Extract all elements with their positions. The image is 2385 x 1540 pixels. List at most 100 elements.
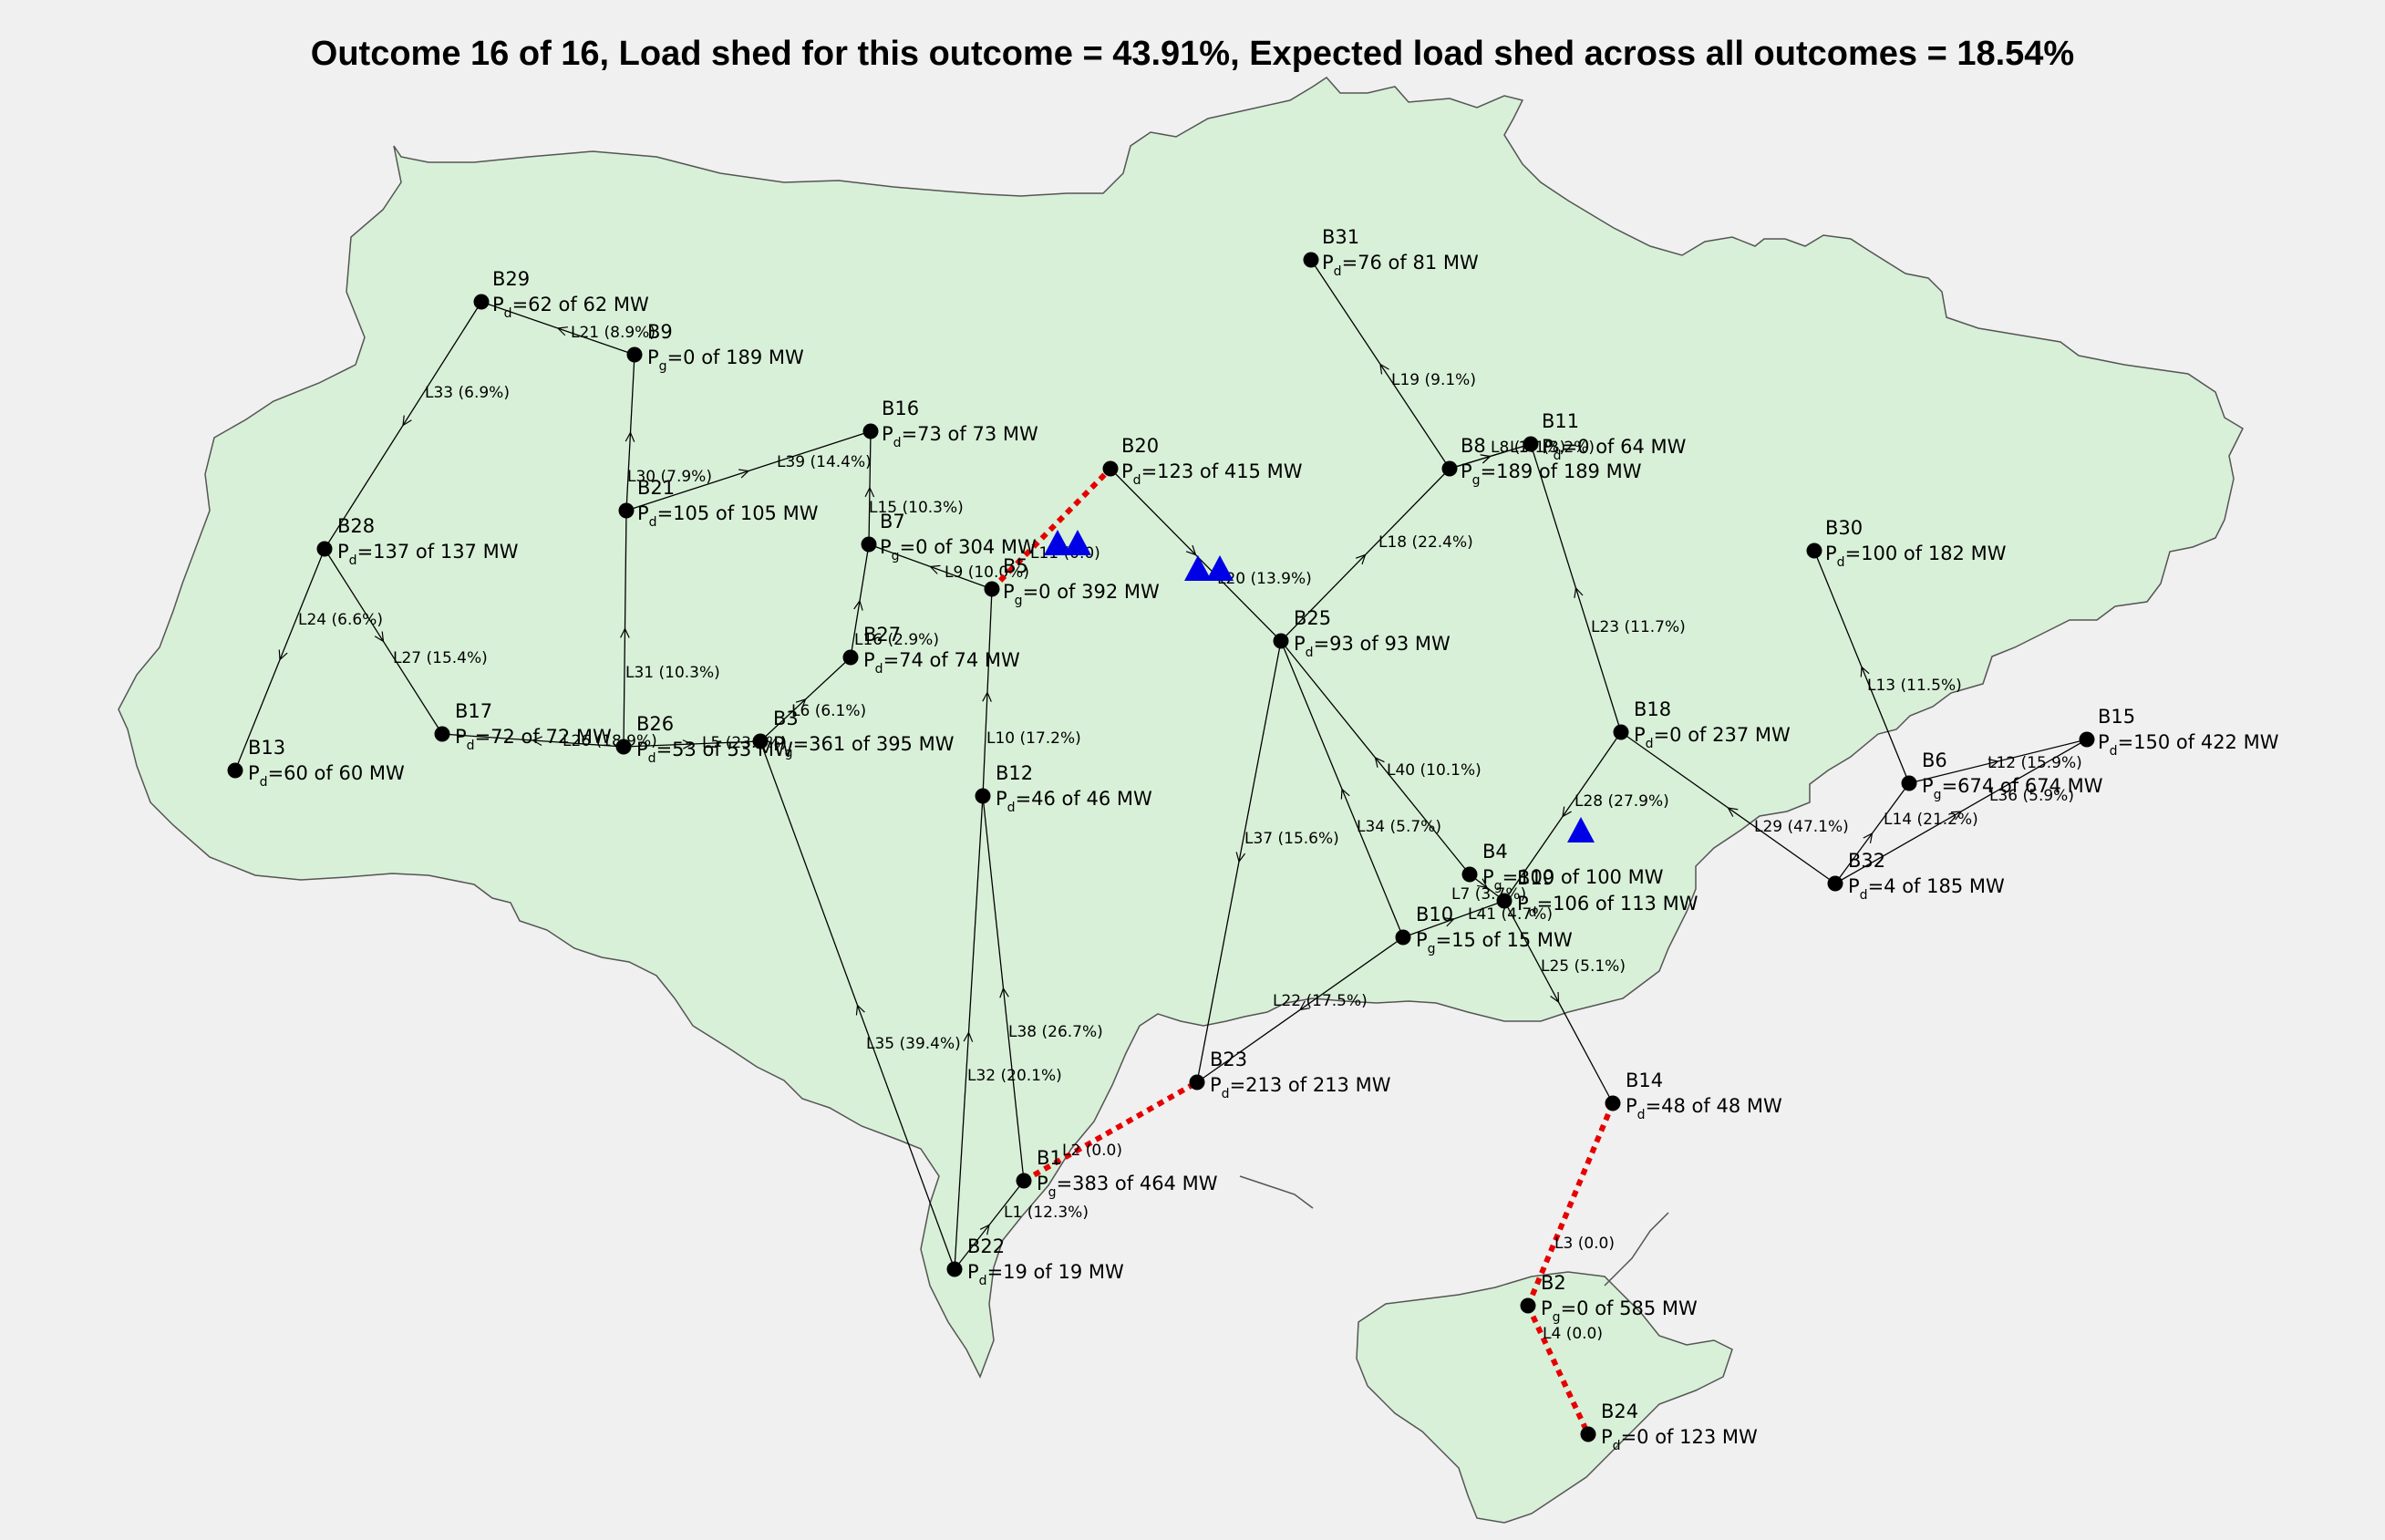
line-label-l12: L12 (15.9%) — [1988, 754, 2082, 772]
flow-arrow-l36 — [1950, 811, 1963, 821]
bus-b24 — [1580, 1426, 1596, 1442]
bus-b23 — [1189, 1074, 1205, 1090]
flow-arrow-l1 — [979, 1224, 990, 1235]
bus-b29 — [473, 294, 490, 310]
bus-b31 — [1303, 252, 1319, 268]
line-label-l18: L18 (22.4%) — [1378, 533, 1473, 552]
bus-b27 — [842, 649, 859, 666]
line-label-l28: L28 (27.9%) — [1575, 792, 1669, 811]
flow-arrow-l26 — [532, 736, 542, 746]
line-label-l2: L2 (0.0) — [1062, 1142, 1122, 1160]
flow-arrow-l39 — [738, 469, 750, 479]
bus-power-b16: Pd=73 of 73 MW — [882, 423, 1038, 450]
flow-arrow-l13 — [1860, 666, 1870, 677]
flow-arrow-l6 — [795, 698, 807, 709]
bus-label-b15: B15 — [2098, 706, 2135, 728]
bus-power-b28: Pd=137 of 137 MW — [337, 541, 519, 568]
line-label-l39: L39 (14.4%) — [777, 453, 872, 471]
bus-label-b21: B21 — [637, 477, 675, 499]
bus-label-b17: B17 — [455, 700, 492, 722]
bus-power-b18: Pd=0 of 237 MW — [1634, 724, 1791, 751]
attack-marker-l20-a — [1184, 555, 1212, 581]
bus-b13 — [227, 762, 243, 779]
bus-label-b28: B28 — [337, 515, 375, 537]
line-label-l29: L29 (47.1%) — [1754, 818, 1849, 836]
azov-coast-detail — [1239, 1175, 1669, 1287]
bus-label-b3: B3 — [773, 708, 799, 729]
flow-arrow-l5 — [682, 739, 694, 749]
bus-label-b16: B16 — [882, 398, 919, 419]
bus-power-b17: Pd=72 of 72 MW — [455, 726, 612, 753]
line-label-l1: L1 (12.3%) — [1004, 1204, 1089, 1222]
bus-b32 — [1827, 875, 1843, 892]
bus-label-b31: B31 — [1322, 226, 1359, 248]
bus-power-b1: Pg=383 of 464 MW — [1037, 1173, 1218, 1200]
attack-marker-l20-b — [1206, 555, 1234, 581]
bus-label-b13: B13 — [248, 737, 285, 759]
bus-b8 — [1441, 460, 1458, 477]
bus-label-b5: B5 — [1003, 555, 1028, 577]
flow-arrow-l10 — [982, 691, 992, 702]
bus-b3 — [752, 733, 769, 749]
bus-power-b8: Pg=189 of 189 MW — [1461, 460, 1642, 488]
flow-arrow-l14 — [1863, 832, 1874, 843]
line-label-l21: L21 (8.9%) — [571, 324, 656, 342]
flow-arrow-l19 — [1379, 363, 1389, 375]
bus-label-b30: B30 — [1825, 517, 1863, 539]
bus-label-b18: B18 — [1634, 698, 1671, 720]
bus-label-b29: B29 — [492, 268, 530, 290]
bus-b2 — [1520, 1297, 1536, 1314]
bus-label-b4: B4 — [1482, 841, 1508, 863]
bus-label-b23: B23 — [1210, 1049, 1247, 1070]
line-l3 — [1525, 1101, 1616, 1307]
attack-marker-l28 — [1567, 817, 1595, 842]
bus-b5 — [984, 581, 1000, 597]
line-label-l25: L25 (5.1%) — [1541, 957, 1626, 976]
attack-marker-l11-b — [1064, 530, 1091, 555]
bus-b17 — [434, 726, 450, 742]
bus-b7 — [861, 536, 877, 553]
bus-power-b13: Pd=60 of 60 MW — [248, 762, 405, 790]
flow-arrow-l35 — [855, 1004, 865, 1016]
line-label-l37: L37 (15.6%) — [1244, 830, 1339, 848]
bus-label-b12: B12 — [996, 762, 1033, 784]
line-label-l22: L22 (17.5%) — [1273, 992, 1368, 1010]
line-label-l19: L19 (9.1%) — [1391, 371, 1476, 389]
bus-b11 — [1523, 436, 1539, 452]
bus-b15 — [2079, 731, 2095, 748]
flow-arrow-l30 — [625, 431, 635, 442]
flow-arrow-l21 — [556, 326, 568, 336]
bus-label-b22: B22 — [967, 1235, 1005, 1257]
flow-arrow-l24 — [278, 649, 288, 661]
bus-b1 — [1016, 1173, 1032, 1189]
bus-power-b19: Pd=106 of 113 MW — [1517, 893, 1698, 920]
attack-marker-l11-a — [1044, 530, 1071, 555]
line-label-l34: L34 (5.7%) — [1357, 818, 1441, 836]
bus-power-b25: Pd=93 of 93 MW — [1294, 633, 1451, 660]
bus-b30 — [1806, 543, 1822, 559]
line-label-l13: L13 (11.5%) — [1867, 677, 1962, 695]
flow-arrow-l40 — [1374, 756, 1385, 768]
line-label-l10: L10 (17.2%) — [986, 729, 1081, 748]
bus-power-b7: Pg=0 of 304 MW — [880, 536, 1037, 563]
bus-b25 — [1273, 633, 1289, 649]
line-label-l23: L23 (11.7%) — [1591, 618, 1686, 636]
bus-power-b9: Pg=0 of 189 MW — [647, 346, 804, 374]
bus-power-b4: Pg=100 of 100 MW — [1482, 866, 1664, 894]
bus-power-b6: Pg=674 of 674 MW — [1922, 775, 2103, 802]
line-label-l33: L33 (6.9%) — [425, 384, 510, 402]
flow-arrow-l37 — [1235, 852, 1246, 863]
bus-power-b30: Pd=100 of 182 MW — [1825, 543, 2007, 570]
line-label-l3: L3 (0.0) — [1554, 1235, 1615, 1253]
flow-arrow-l31 — [620, 627, 630, 638]
bus-label-b6: B6 — [1922, 749, 1947, 771]
bus-label-b32: B32 — [1848, 850, 1885, 872]
flow-arrow-l15 — [864, 486, 875, 498]
bus-power-b12: Pd=46 of 46 MW — [996, 788, 1152, 815]
bus-label-b14: B14 — [1626, 1070, 1663, 1091]
line-label-l9: L9 (10.0%) — [945, 563, 1029, 582]
bus-power-b22: Pd=19 of 19 MW — [967, 1261, 1124, 1288]
bus-b21 — [618, 502, 635, 519]
